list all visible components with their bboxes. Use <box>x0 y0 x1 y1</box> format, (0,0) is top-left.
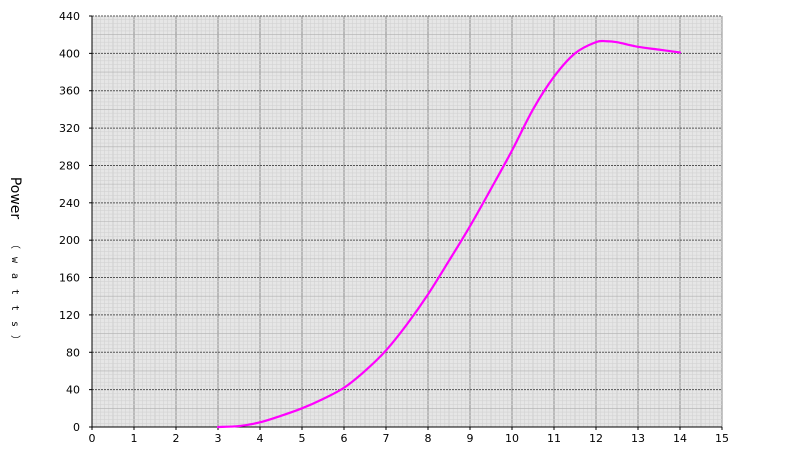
y-tick-label: 280 <box>59 159 80 172</box>
x-tick-label: 4 <box>257 432 264 445</box>
y-tick-label: 80 <box>66 346 80 359</box>
y-axis-unit-char: t <box>9 305 20 311</box>
y-axis-title: Power <box>7 177 23 220</box>
y-tick-label: 40 <box>66 384 80 397</box>
power-curve <box>216 39 682 429</box>
x-tick-label: 5 <box>299 432 306 445</box>
x-tick-label: 1 <box>131 432 138 445</box>
y-tick-label: 200 <box>59 234 80 247</box>
x-tick-label: 13 <box>631 432 645 445</box>
y-axis-unit-char: t <box>9 289 20 295</box>
y-tick-label: 240 <box>59 197 80 210</box>
y-axis-label: Power （ w a t t s ） <box>7 177 23 345</box>
x-tick-label: 3 <box>215 432 222 445</box>
y-axis-unit-char: （ <box>9 239 21 249</box>
x-tick-label: 6 <box>341 432 348 445</box>
x-tick-label: 7 <box>383 432 390 445</box>
x-tick-label: 12 <box>589 432 603 445</box>
y-tick-label: 360 <box>59 85 80 98</box>
x-tick-label: 15 <box>715 432 729 445</box>
series-layer <box>216 39 682 429</box>
y-axis-unit-char: w <box>9 257 20 264</box>
y-tick-label: 160 <box>59 272 80 285</box>
y-tick-label: 320 <box>59 122 80 135</box>
axes <box>91 16 722 428</box>
y-tick-label: 120 <box>59 309 80 322</box>
y-axis-unit-char: s <box>9 321 20 327</box>
x-tick-label: 0 <box>89 432 96 445</box>
y-tick-label: 440 <box>59 10 80 23</box>
x-tick-label: 11 <box>547 432 561 445</box>
x-tick-label: 2 <box>173 432 180 445</box>
x-tick-label: 14 <box>673 432 687 445</box>
y-axis-unit-char: ） <box>9 335 21 345</box>
y-axis-unit-char: a <box>9 273 20 279</box>
x-tick-label: 10 <box>505 432 519 445</box>
y-tick-label: 400 <box>59 47 80 60</box>
x-tick-label: 8 <box>425 432 432 445</box>
grid <box>91 15 723 428</box>
tick-labels: 0 1 2 3 4 5 6 7 8 9 10 11 12 13 14 15040801201602002402… <box>59 10 729 445</box>
x-tick-label: 9 <box>467 432 474 445</box>
y-tick-label: 0 <box>73 421 80 434</box>
